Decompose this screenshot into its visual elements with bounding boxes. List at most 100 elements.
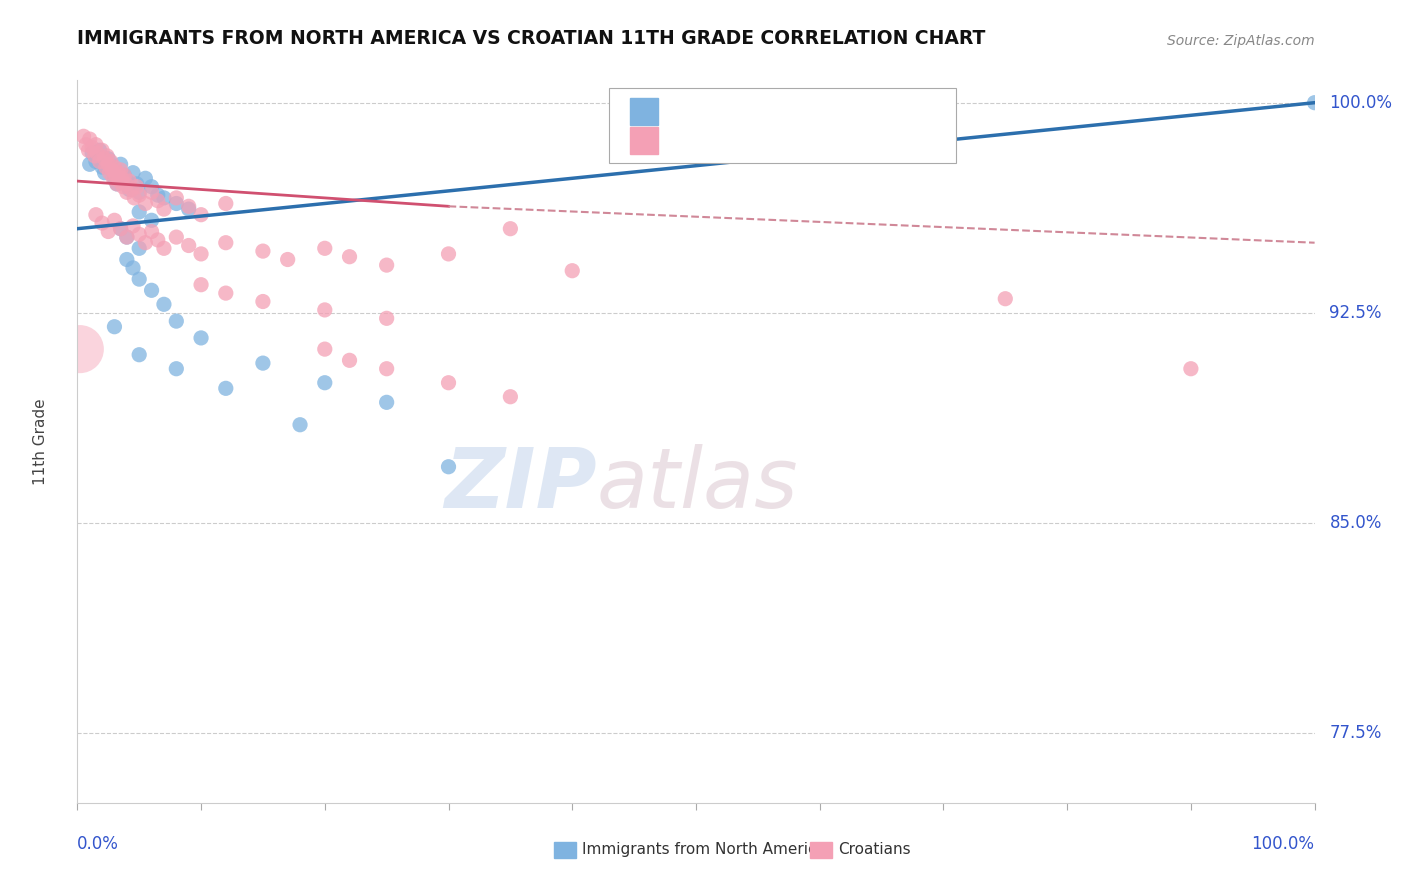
Point (339, 353, 361, 368)
Point (79, 157, 101, 171)
Point (375, 258, 398, 272)
Point (141, 283, 163, 297)
Point (177, 238, 200, 252)
Text: R = -0.073   N = 82: R = -0.073 N = 82 (668, 131, 831, 149)
Point (314, 376, 336, 390)
Point (1180, 361, 1202, 376)
Point (77, 143, 100, 157)
Point (190, 277, 212, 292)
Point (437, 459, 460, 474)
Point (72, 129, 94, 144)
Point (108, 174, 131, 188)
Point (118, 174, 141, 188)
Point (75, 137, 97, 152)
Point (146, 233, 169, 247)
Point (190, 247, 212, 261)
Bar (810, 842, 832, 858)
Point (84, 208, 107, 222)
Point (128, 272, 150, 286)
Point (122, 219, 145, 233)
Point (125, 179, 148, 194)
Text: Croatians: Croatians (838, 842, 911, 857)
Point (128, 241, 150, 255)
Point (110, 221, 132, 235)
Point (177, 202, 200, 216)
Text: 0.0%: 0.0% (77, 835, 120, 854)
Point (101, 162, 124, 177)
Point (97, 157, 120, 171)
Point (97, 152, 120, 166)
Text: ZIP: ZIP (444, 444, 598, 525)
Point (128, 227, 150, 242)
Point (128, 348, 150, 362)
Point (128, 205, 150, 219)
Point (86, 146, 108, 161)
Point (105, 177, 128, 191)
Text: Immigrants from North America: Immigrants from North America (582, 842, 825, 857)
Point (128, 186, 150, 200)
Point (103, 160, 125, 174)
Point (91, 216, 114, 230)
Point (141, 186, 163, 200)
Text: Source: ZipAtlas.com: Source: ZipAtlas.com (1167, 34, 1315, 48)
Point (375, 361, 398, 376)
Point (153, 241, 176, 255)
Point (375, 395, 398, 409)
Bar (630, 97, 658, 125)
Point (105, 177, 128, 191)
Point (1303, 95, 1326, 110)
Text: 92.5%: 92.5% (1330, 303, 1382, 322)
Point (104, 169, 127, 183)
Text: atlas: atlas (598, 444, 799, 525)
Point (89, 143, 111, 157)
Point (82, 140, 104, 154)
Point (84, 137, 107, 152)
Point (89, 154, 111, 169)
Point (110, 157, 132, 171)
Point (98, 166, 121, 180)
Point (91, 143, 114, 157)
Point (122, 166, 145, 180)
Point (128, 188, 150, 202)
Point (288, 417, 311, 432)
Point (339, 250, 361, 264)
Point (93, 166, 115, 180)
Point (141, 213, 163, 227)
Point (91, 160, 114, 174)
Point (103, 213, 125, 227)
Point (103, 171, 125, 186)
Point (125, 177, 148, 191)
Point (499, 390, 522, 404)
Point (252, 294, 274, 309)
Text: 100.0%: 100.0% (1330, 94, 1392, 112)
Point (82, 146, 104, 161)
Point (215, 286, 238, 301)
Text: IMMIGRANTS FROM NORTH AMERICA VS CROATIAN 11TH GRADE CORRELATION CHART: IMMIGRANTS FROM NORTH AMERICA VS CROATIA… (77, 29, 986, 48)
Point (93, 152, 115, 166)
Point (561, 263, 583, 277)
Point (437, 247, 460, 261)
Point (215, 381, 238, 395)
Point (110, 221, 132, 235)
Point (134, 196, 156, 211)
Point (122, 260, 145, 275)
Point (84, 154, 107, 169)
Point (141, 225, 163, 239)
Point (252, 356, 274, 370)
Point (115, 230, 138, 244)
Point (96, 149, 118, 163)
Point (314, 302, 336, 317)
Point (165, 191, 187, 205)
Point (277, 252, 299, 267)
Point (165, 314, 187, 328)
Point (112, 179, 135, 194)
Point (112, 169, 135, 183)
Point (146, 194, 169, 208)
Point (69, 342, 91, 356)
Point (134, 171, 156, 186)
Text: R =  0.183   N = 46: R = 0.183 N = 46 (668, 103, 830, 120)
Point (146, 188, 169, 202)
Point (215, 196, 238, 211)
Point (141, 179, 163, 194)
Point (153, 297, 176, 311)
